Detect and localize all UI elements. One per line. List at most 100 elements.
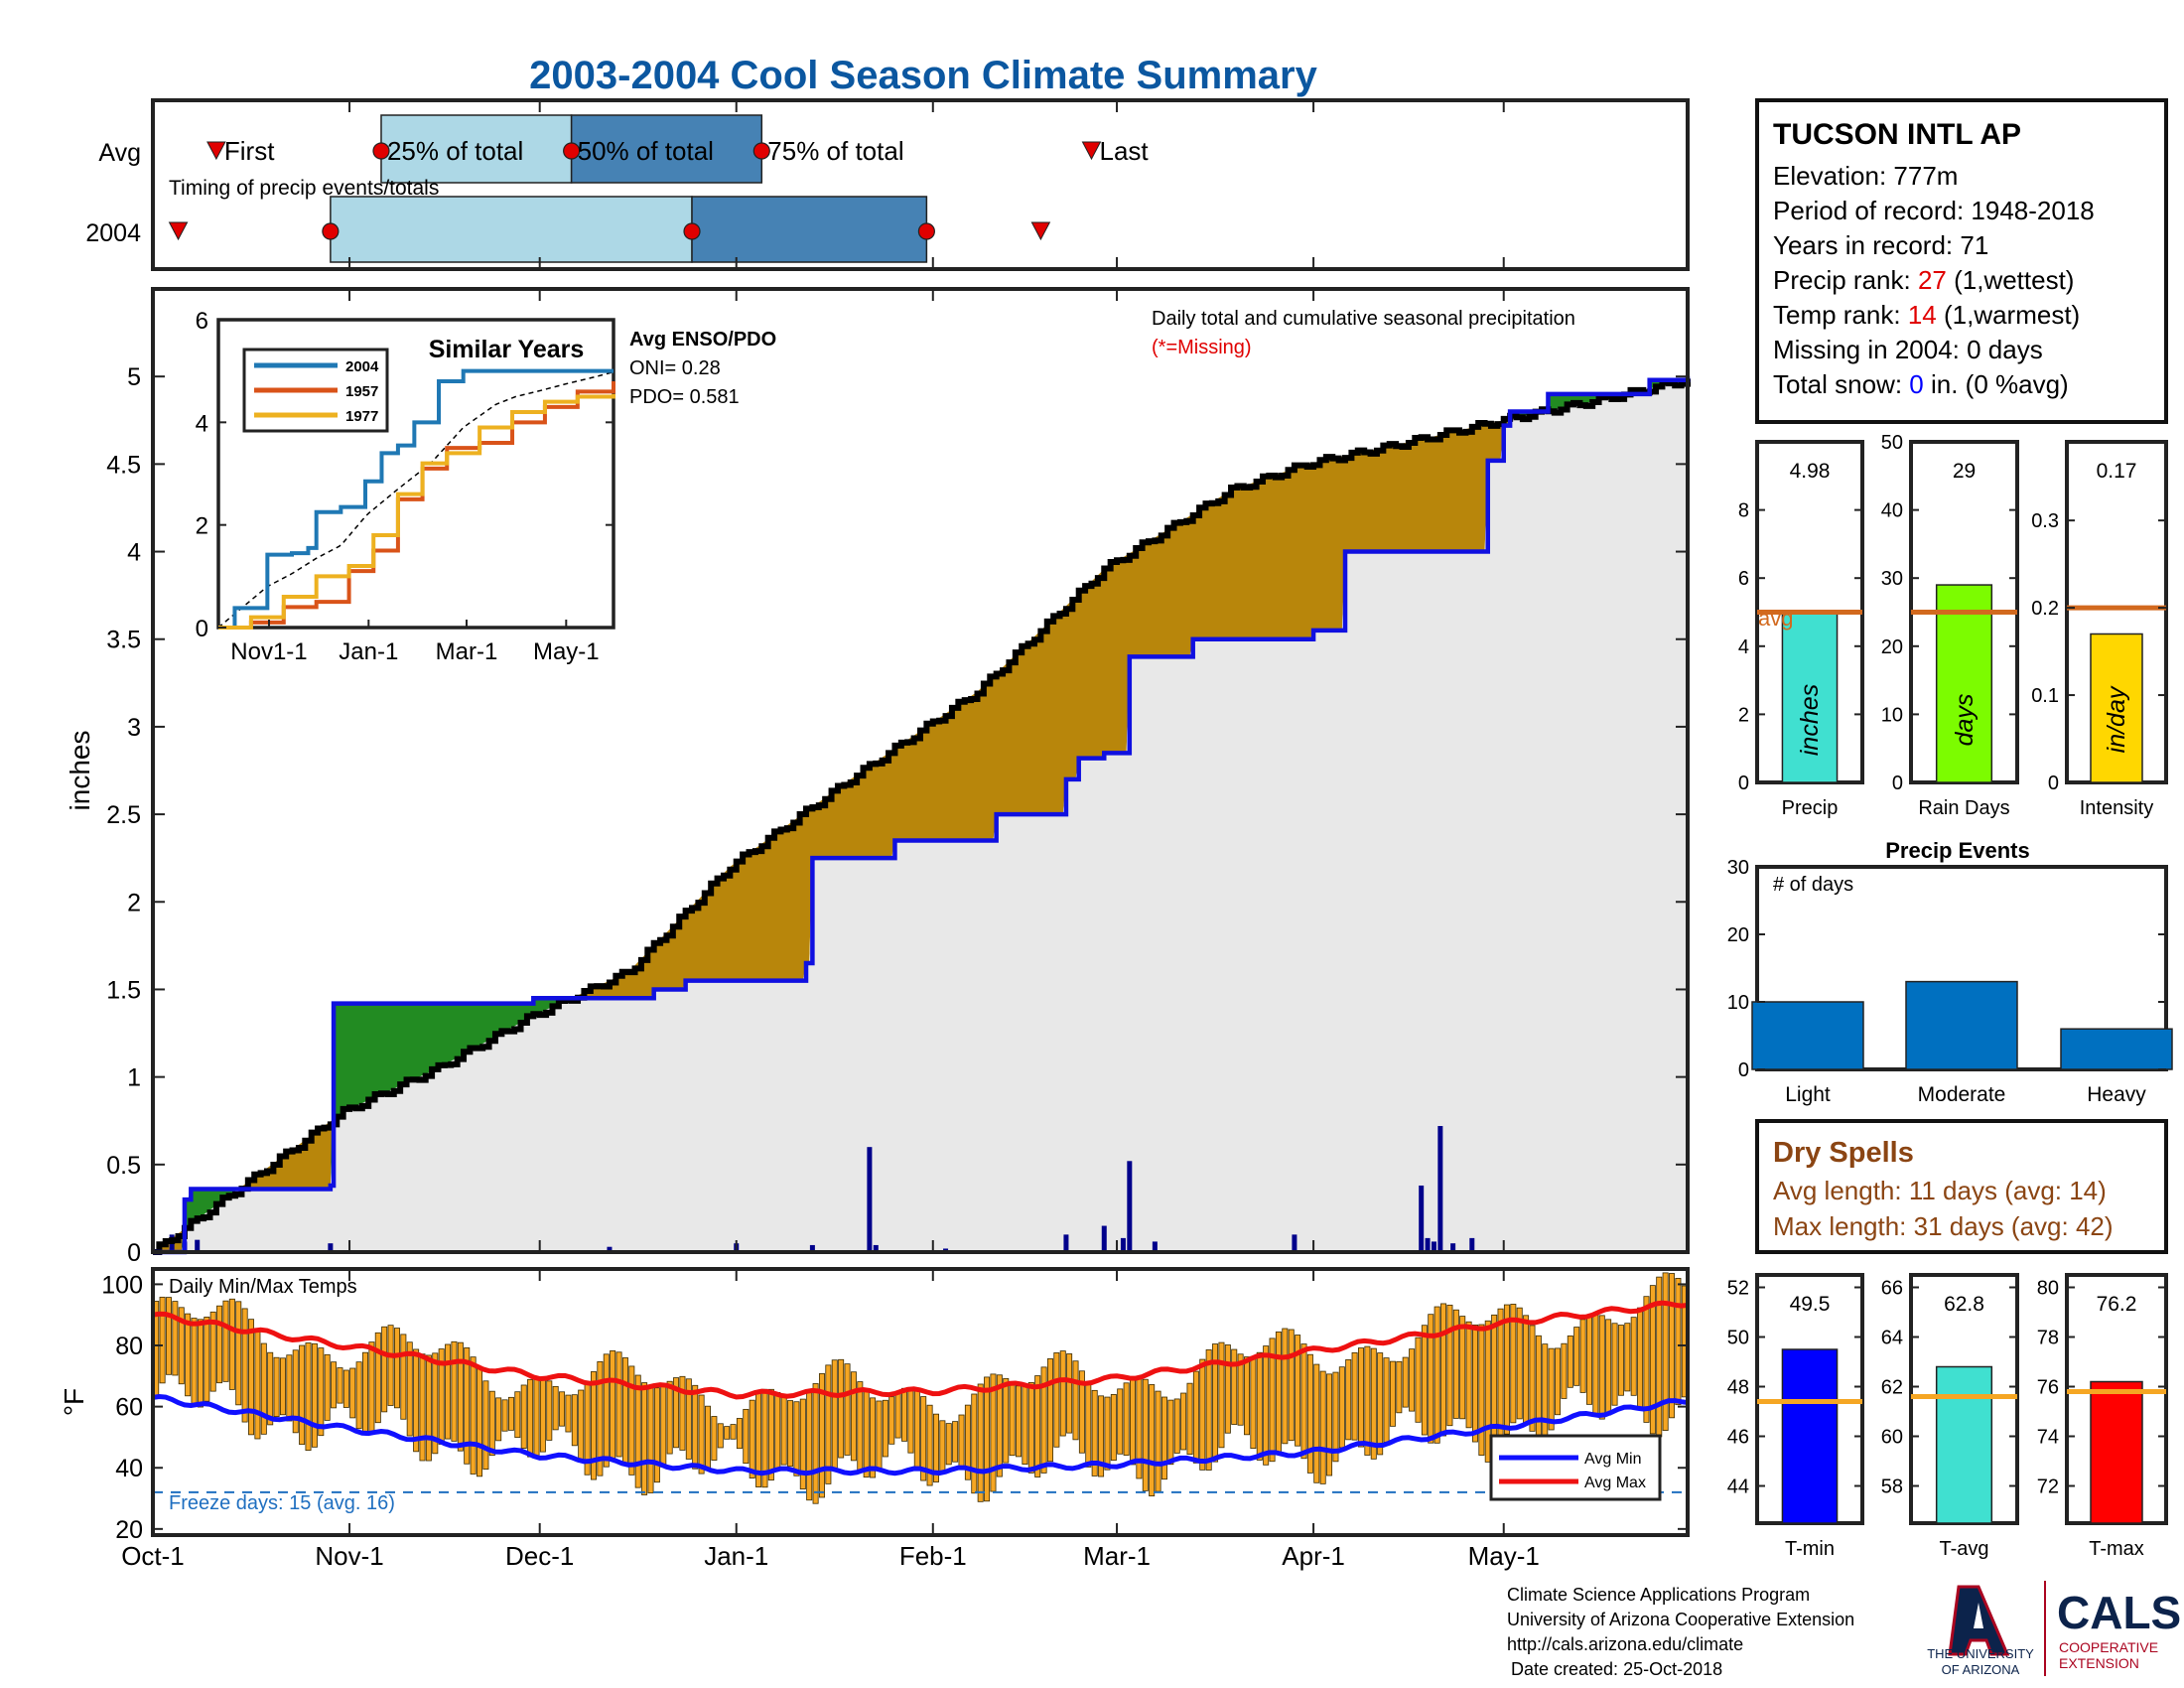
timing-row-label-avg: Avg — [98, 139, 141, 167]
event-bar-light — [1751, 1001, 1864, 1070]
main-y-tick-label: 4.5 — [106, 451, 141, 479]
daily-temp-bar — [641, 1382, 648, 1495]
daily-temp-bar — [1306, 1353, 1313, 1474]
panel-y-tick-label: 74 — [2037, 1427, 2059, 1449]
inset-x-tick-label: Mar-1 — [436, 638, 498, 665]
daily-temp-bar — [1573, 1327, 1580, 1386]
daily-temp-bar — [1224, 1344, 1231, 1434]
daily-temp-bar — [1459, 1316, 1466, 1420]
events-y-tick-label: 0 — [1738, 1059, 1749, 1081]
daily-temp-bar — [1351, 1351, 1358, 1441]
daily-temp-bar — [445, 1343, 452, 1440]
main-y-tick-label: 4 — [127, 539, 141, 567]
panel-y-tick-label: 60 — [1881, 1427, 1903, 1449]
daily-precip-bar — [607, 1246, 613, 1252]
inset-x-tick-label: Nov1-1 — [230, 638, 307, 665]
daily-temp-bar — [457, 1341, 464, 1452]
daily-temp-bar — [1440, 1303, 1447, 1437]
panel-value-label: 4.98 — [1790, 460, 1831, 483]
panel-value-label: 62.8 — [1944, 1293, 1984, 1316]
main-y-tick-label: 2.5 — [106, 801, 141, 829]
timing-caption: Timing of precip events/totals — [169, 177, 439, 200]
daily-precip-bar — [809, 1244, 815, 1252]
daily-temp-bar — [1510, 1304, 1517, 1424]
daily-temp-bar — [666, 1380, 673, 1455]
daily-temp-bar — [1484, 1320, 1491, 1463]
daily-precip-bar — [328, 1243, 334, 1252]
daily-temp-bar — [578, 1389, 585, 1463]
daily-temp-bar — [331, 1361, 338, 1409]
temp-title: Daily Min/Max Temps — [169, 1276, 357, 1298]
event-category-label: Light — [1785, 1083, 1831, 1106]
panel-y-tick-label: 20 — [1881, 636, 1903, 658]
enso-title: Avg ENSO/PDO — [629, 329, 776, 351]
panel-unit-label: days — [1951, 694, 1979, 747]
daily-temp-bar — [1662, 1272, 1669, 1431]
dry-spells-box: Dry Spells Avg length: 11 days (avg: 14)… — [1755, 1119, 2168, 1254]
daily-temp-bar — [730, 1424, 737, 1440]
panel-y-tick-label: 0 — [2048, 773, 2059, 794]
daily-temp-bar — [368, 1341, 375, 1433]
daily-temp-bar — [1332, 1371, 1339, 1463]
daily-temp-bar — [1389, 1360, 1396, 1427]
daily-temp-bar — [1046, 1358, 1053, 1463]
daily-temp-bar — [939, 1420, 946, 1474]
daily-temp-bar — [850, 1371, 857, 1462]
inset-x-tick-label: May-1 — [533, 638, 600, 665]
panel-y-tick-label: 0 — [1892, 773, 1903, 794]
events-y-tick-label: 30 — [1727, 857, 1749, 879]
month-label: Feb-1 — [899, 1541, 967, 1571]
daily-temp-bar — [565, 1394, 572, 1433]
daily-temp-bar — [1643, 1296, 1650, 1423]
daily-temp-bar — [653, 1387, 660, 1483]
cals-wordmark: CALS — [2057, 1587, 2181, 1638]
daily-temp-bar — [1104, 1396, 1111, 1471]
daily-temp-bar — [818, 1373, 825, 1498]
daily-temp-bar — [1160, 1396, 1167, 1480]
daily-temp-bar — [1130, 1377, 1137, 1466]
daily-precip-bar — [195, 1239, 201, 1252]
month-label: Oct-1 — [121, 1541, 185, 1571]
panel-y-tick-label: 72 — [2037, 1477, 2059, 1498]
daily-temp-bar — [647, 1386, 654, 1493]
inset-y-tick-label: 6 — [196, 308, 208, 335]
timing-25-50-bar — [380, 114, 573, 184]
daily-temp-bar — [920, 1396, 927, 1481]
main-header: Daily total and cumulative seasonal prec… — [1152, 308, 1575, 330]
temp-y-tick-label: 20 — [115, 1516, 143, 1544]
panel-y-tick-label: 52 — [1727, 1278, 1749, 1300]
inset-y-tick-label: 0 — [196, 616, 208, 642]
daily-precip-bar — [1450, 1243, 1456, 1252]
daily-temp-bar — [1072, 1360, 1079, 1441]
daily-temp-bar — [1053, 1352, 1060, 1448]
daily-temp-bar — [311, 1342, 318, 1448]
daily-temp-bar — [1592, 1313, 1599, 1416]
daily-temp-bar — [1149, 1384, 1156, 1497]
events-y-tick-label: 10 — [1727, 992, 1749, 1014]
dry-spells-frame — [1755, 1119, 2168, 1254]
daily-temp-bar — [1256, 1351, 1263, 1461]
daily-temp-bar — [172, 1301, 179, 1376]
daily-temp-bar — [1402, 1356, 1409, 1408]
daily-temp-bar — [1516, 1307, 1523, 1420]
station-frame — [1755, 98, 2168, 424]
missing-note: (*=Missing) — [1152, 337, 1252, 358]
inset-title: Similar Years — [429, 336, 585, 363]
daily-temp-bar — [279, 1357, 286, 1416]
panel-y-tick-label: 2 — [1738, 704, 1749, 726]
daily-temp-bar — [1269, 1337, 1276, 1463]
daily-temp-bar — [793, 1401, 800, 1477]
block-a-counter — [1974, 1603, 1983, 1628]
daily-temp-bar — [1675, 1278, 1682, 1406]
daily-temp-bar — [1409, 1348, 1416, 1412]
quantile-label: 25% of total — [387, 136, 523, 166]
daily-temp-bar — [1319, 1370, 1326, 1484]
daily-temp-bar — [342, 1369, 349, 1408]
station-missing: Missing in 2004: 0 days — [1773, 335, 2043, 364]
daily-temp-bar — [964, 1404, 971, 1480]
daily-temp-bar — [615, 1351, 622, 1458]
timing-first-last-marker — [1081, 141, 1102, 161]
average-cover — [153, 379, 1688, 1252]
timing-quantile-marker — [683, 222, 701, 240]
timing-bars: First Last 25% of total 50% of total 75% of … — [152, 100, 1505, 269]
